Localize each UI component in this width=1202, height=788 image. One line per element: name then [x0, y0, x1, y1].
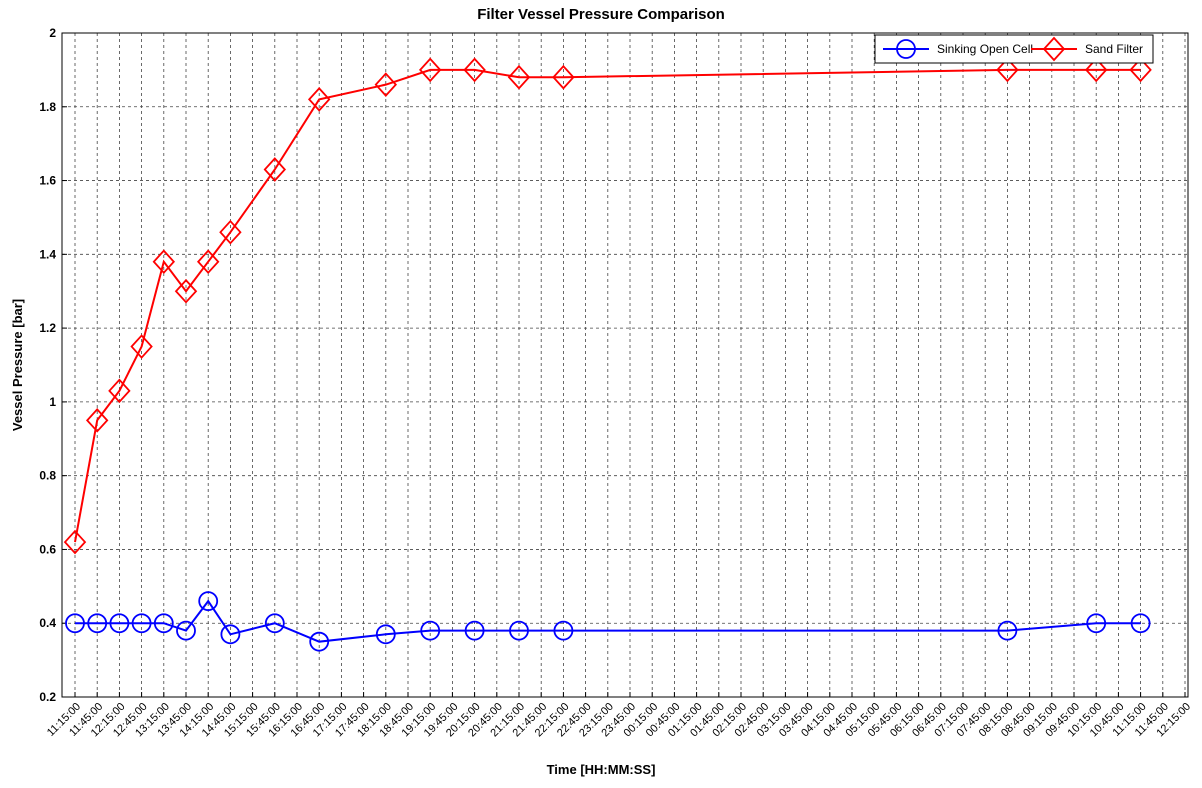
data-point [85, 407, 109, 433]
y-tick-label: 2 [49, 26, 56, 40]
data-point [219, 219, 242, 245]
chart-title: Filter Vessel Pressure Comparison [477, 6, 725, 23]
legend-label: Sand Filter [1085, 42, 1143, 56]
data-point [509, 620, 529, 641]
legend-marker [1042, 36, 1066, 62]
data-point [463, 57, 486, 83]
data-point [464, 620, 485, 641]
data-point [108, 378, 131, 404]
legend-label: Sinking Open Cell [937, 42, 1033, 56]
data-point [196, 249, 220, 275]
data-point [997, 620, 1018, 641]
data-point [507, 64, 531, 90]
y-tick-label: 0.6 [39, 542, 56, 556]
y-tick-label: 1.8 [39, 100, 56, 114]
data-point [87, 613, 108, 634]
y-tick-label: 0.2 [39, 690, 56, 704]
data-point [264, 613, 285, 634]
data-point [1129, 57, 1152, 83]
data-point [131, 613, 152, 634]
data-point [220, 624, 241, 645]
y-tick-label: 0.8 [39, 469, 56, 483]
data-point [418, 57, 442, 83]
y-tick-label: 1.6 [39, 174, 56, 188]
y-tick-label: 1 [49, 395, 56, 409]
y-tick-label: 0.4 [39, 616, 56, 630]
data-point [174, 278, 198, 304]
data-point [374, 72, 398, 97]
data-point [63, 529, 87, 555]
data-point [996, 57, 1019, 83]
data-point [1130, 613, 1151, 634]
data-point [130, 334, 153, 359]
data-point [420, 620, 441, 641]
data-point [152, 249, 176, 275]
data-point [198, 591, 219, 611]
data-point [309, 631, 330, 652]
data-point [263, 157, 287, 182]
legend-marker [896, 39, 916, 59]
data-point [109, 613, 130, 634]
data-point [553, 620, 574, 641]
data-point [176, 620, 196, 641]
data-point [153, 613, 174, 634]
data-point [375, 624, 396, 645]
data-point [65, 613, 85, 634]
data-point [307, 87, 331, 112]
data-point [1086, 613, 1107, 634]
x-axis-label: Time [HH:MM:SS] [547, 762, 656, 777]
data-point [552, 64, 575, 90]
y-axis-label: Vessel Pressure [bar] [10, 299, 25, 431]
data-point [1084, 57, 1108, 83]
y-tick-label: 1.2 [39, 321, 56, 335]
plot-frame [61, 32, 1189, 698]
data-line [75, 599, 1141, 643]
y-tick-label: 1.4 [39, 247, 56, 261]
